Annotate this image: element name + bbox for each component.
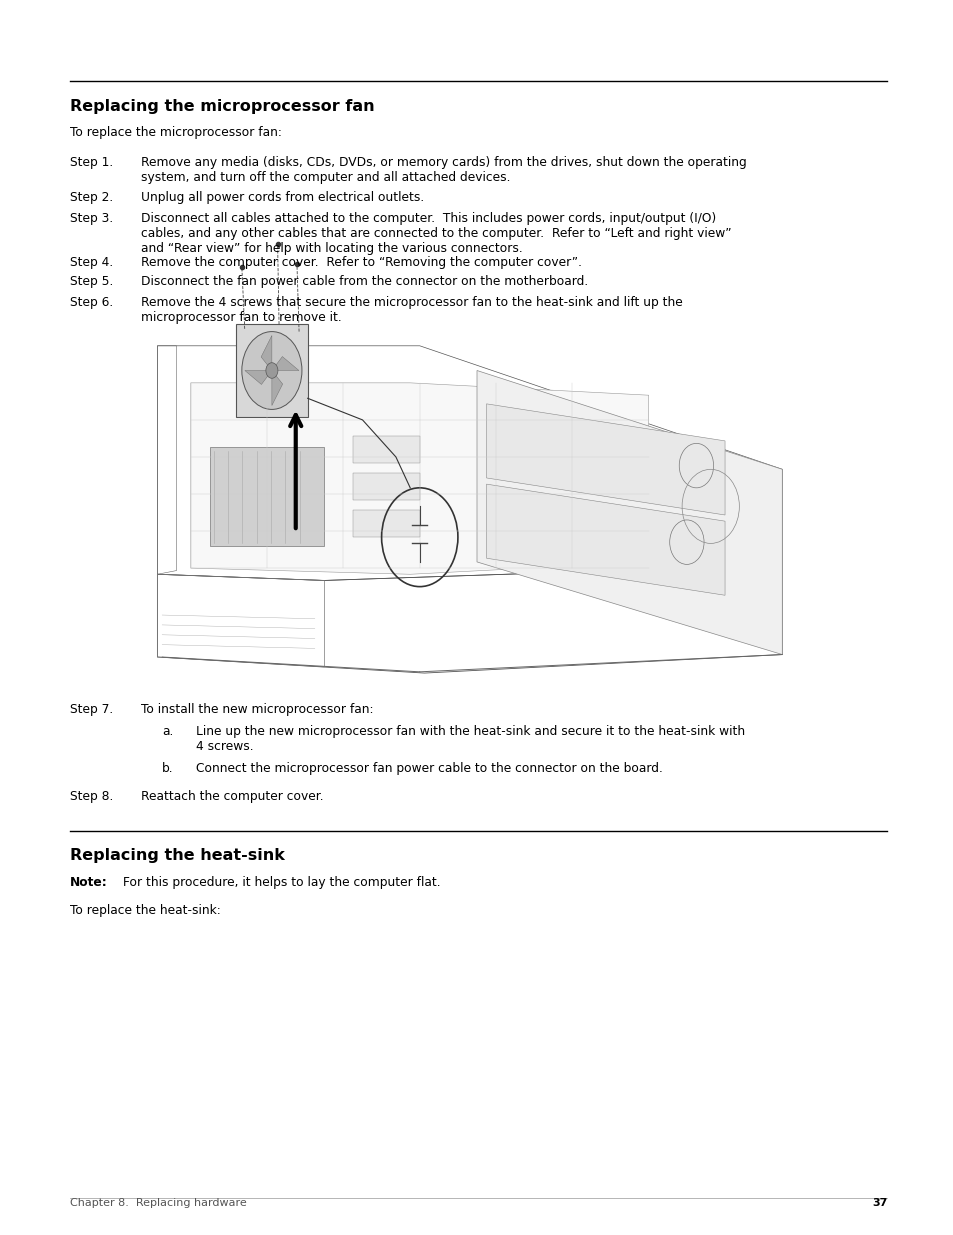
Text: Replacing the heat-sink: Replacing the heat-sink [70, 848, 284, 863]
Circle shape [241, 331, 301, 410]
Text: Replacing the microprocessor fan: Replacing the microprocessor fan [70, 99, 374, 114]
Text: Step 3.: Step 3. [70, 212, 112, 226]
Text: Remove the 4 screws that secure the microprocessor fan to the heat-sink and lift: Remove the 4 screws that secure the micr… [141, 296, 682, 325]
Text: Step 2.: Step 2. [70, 191, 112, 205]
Polygon shape [272, 370, 282, 405]
Polygon shape [486, 484, 724, 595]
Circle shape [266, 363, 277, 378]
Bar [353, 436, 419, 463]
Polygon shape [261, 336, 272, 370]
Text: Disconnect all cables attached to the computer.  This includes power cords, inpu: Disconnect all cables attached to the co… [141, 212, 731, 256]
Text: b.: b. [162, 762, 173, 776]
Text: a.: a. [162, 725, 173, 739]
Text: Remove the computer cover.  Refer to “Removing the computer cover”.: Remove the computer cover. Refer to “Rem… [141, 256, 581, 269]
Text: Unplug all power cords from electrical outlets.: Unplug all power cords from electrical o… [141, 191, 424, 205]
Text: Line up the new microprocessor fan with the heat-sink and secure it to the heat-: Line up the new microprocessor fan with … [195, 725, 744, 753]
Text: Connect the microprocessor fan power cable to the connector on the board.: Connect the microprocessor fan power cab… [195, 762, 661, 776]
Text: Reattach the computer cover.: Reattach the computer cover. [141, 790, 323, 804]
Bar [210, 447, 324, 546]
Text: Step 1.: Step 1. [70, 156, 112, 169]
Text: 37: 37 [871, 1198, 886, 1208]
Text: To install the new microprocessor fan:: To install the new microprocessor fan: [141, 703, 374, 716]
Text: To replace the microprocessor fan:: To replace the microprocessor fan: [70, 126, 281, 140]
Text: Chapter 8.  Replacing hardware: Chapter 8. Replacing hardware [70, 1198, 246, 1208]
Polygon shape [486, 404, 724, 515]
Text: Remove any media (disks, CDs, DVDs, or memory cards) from the drives, shut down : Remove any media (disks, CDs, DVDs, or m… [141, 156, 746, 184]
Bar [353, 473, 419, 500]
Polygon shape [476, 370, 781, 655]
Text: Disconnect the fan power cable from the connector on the motherboard.: Disconnect the fan power cable from the … [141, 275, 588, 289]
Text: Step 8.: Step 8. [70, 790, 112, 804]
Bar [353, 510, 419, 537]
Polygon shape [245, 370, 272, 384]
Text: To replace the heat-sink:: To replace the heat-sink: [70, 904, 220, 918]
Polygon shape [191, 383, 648, 574]
Text: Note:: Note: [70, 876, 108, 889]
Text: For this procedure, it helps to lay the computer flat.: For this procedure, it helps to lay the … [119, 876, 440, 889]
Text: Step 4.: Step 4. [70, 256, 112, 269]
Text: Step 5.: Step 5. [70, 275, 112, 289]
Bar [235, 325, 307, 417]
Polygon shape [272, 357, 298, 370]
Text: Step 7.: Step 7. [70, 703, 112, 716]
Text: Step 6.: Step 6. [70, 296, 112, 310]
